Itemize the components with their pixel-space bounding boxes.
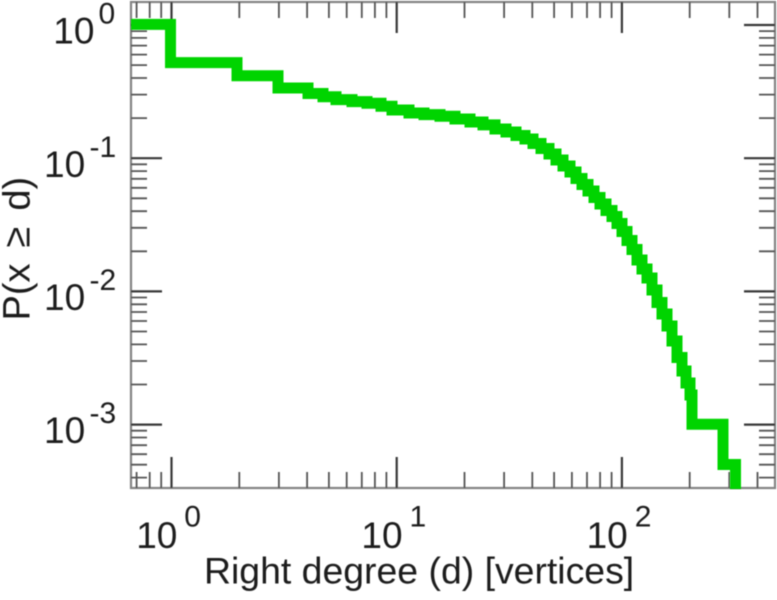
svg-text:100: 10 0 — [53, 0, 115, 52]
svg-text:Right degree (d) [vertices]: Right degree (d) [vertices] — [204, 550, 634, 592]
svg-text:10-2: 10 -2 — [44, 264, 116, 318]
svg-text:101: 10 1 — [361, 500, 426, 556]
svg-text:100: 10 0 — [136, 500, 201, 556]
svg-text:10-3: 10 -3 — [44, 397, 116, 451]
svg-text:10-1: 10 -1 — [44, 131, 116, 185]
svg-text:102: 10 2 — [587, 500, 652, 556]
